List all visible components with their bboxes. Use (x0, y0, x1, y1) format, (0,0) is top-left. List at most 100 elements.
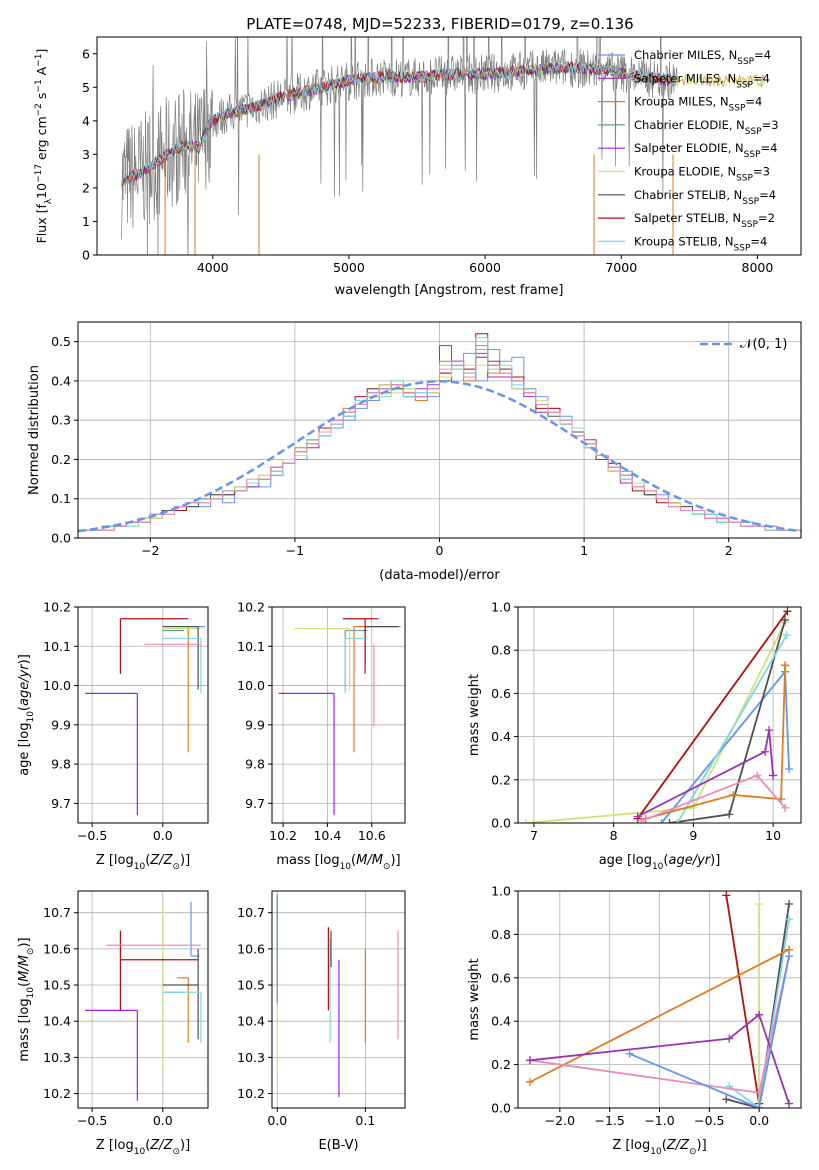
label-part: Chabrier STELIB, N (634, 188, 742, 202)
y-tick-label: 10.0 (43, 678, 71, 693)
y-tick-label: 10.2 (237, 600, 265, 615)
x-tick-label: 7 (530, 828, 538, 843)
y-tick-label: 10.2 (43, 600, 71, 615)
lines-area (521, 607, 794, 823)
label-part: ( (145, 1138, 150, 1153)
x-tick-label: −0.5 (77, 1113, 107, 1128)
label-part: Chabrier ELODIE, N (634, 118, 745, 132)
label-part: ( (145, 853, 150, 868)
marker-plus (722, 1095, 731, 1104)
x-tick-label: −0.5 (77, 828, 107, 843)
crosses-area (276, 894, 399, 1098)
label-part: SSP (744, 150, 761, 160)
crosses-area (278, 618, 401, 816)
x-tick-label: 0 (436, 543, 444, 558)
y-axis-label: Flux [fλ10−17 erg cm−2 s−1 A−1] (34, 49, 54, 244)
y-tick-label: 0.5 (51, 334, 71, 349)
y-tick-label: 10.0 (237, 678, 265, 693)
x-tick-label: 8000 (742, 260, 774, 275)
legend-entry: Chabrier ELODIE, NSSP=3 (634, 118, 779, 137)
label-part: (0, 1) (752, 337, 787, 352)
label-part: mass [log (17, 998, 32, 1061)
mass-weight-series (676, 634, 788, 823)
label-part: M/M (17, 955, 32, 982)
label-part: 10 (340, 862, 352, 872)
label-part: −1 (34, 79, 44, 92)
y-tick-label: 0.4 (491, 729, 511, 744)
marker-plus (673, 819, 682, 823)
y-tick-label: 0 (82, 248, 90, 263)
label-part: )] (710, 853, 720, 868)
marker-plus (769, 771, 778, 780)
label-part: )] (697, 1138, 707, 1153)
y-tick-label: 10.4 (237, 1014, 265, 1029)
x-axis-label: (data-model)/error (379, 568, 500, 583)
y-tick-label: 9.9 (51, 717, 71, 732)
x-tick-label: 0.0 (153, 828, 173, 843)
x-tick-label: 9 (689, 828, 697, 843)
marker-plus (781, 803, 790, 812)
y-tick-label: 10.5 (43, 978, 71, 993)
y-tick-label: 4 (82, 113, 90, 128)
marker-plus (722, 891, 731, 900)
y-tick-label: 2 (82, 180, 90, 195)
label-part: Z/Z (149, 853, 173, 868)
marker-plus (755, 1010, 764, 1019)
x-tick-label: −1.5 (594, 1113, 624, 1128)
marker-plus (783, 607, 792, 616)
y-axis-label: age [log10(age/yr)] (17, 654, 36, 776)
label-part: Chabrier MILES, N (634, 48, 737, 62)
label-part: =4 (761, 141, 778, 155)
y-tick-label: 10.3 (43, 1050, 71, 1065)
axes-frame (271, 606, 406, 824)
label-part: 10 (134, 862, 146, 872)
x-tick-label: 5000 (333, 260, 365, 275)
axes-frame (271, 890, 406, 1109)
x-tick-label: −0.5 (694, 1113, 724, 1128)
label-part: SSP (736, 174, 753, 184)
model-spectrum-line (121, 61, 677, 187)
label-part: Kroupa STELIB, N (634, 234, 734, 248)
label-part: erg cm (34, 116, 49, 164)
label-part: =4 (750, 234, 767, 248)
y-tick-label: 10.4 (43, 1014, 71, 1029)
y-axis-label: mass weight (467, 674, 482, 756)
axes-frame (517, 606, 802, 824)
y-tick-label: 10.2 (43, 1086, 71, 1101)
label-part: 10 (26, 987, 36, 999)
marker-plus (781, 615, 790, 624)
legend-entry: Chabrier MILES, NSSP=4 (634, 48, 771, 67)
mass-weight-series (726, 903, 790, 1108)
marker-plus (657, 819, 666, 823)
label-part: ⊙ (689, 1147, 697, 1157)
histogram-series (78, 349, 801, 538)
label-part: =3 (762, 118, 779, 132)
x-tick-label: −2 (141, 543, 159, 558)
y-tick-label: 10.7 (237, 905, 265, 920)
label-part: SSP (742, 197, 759, 207)
label-part: =4 (745, 95, 762, 109)
y-tick-label: 9.7 (51, 796, 71, 811)
marker-plus (785, 915, 794, 924)
label-part: age [log (599, 853, 652, 868)
x-tick-label: 10.4 (313, 828, 341, 843)
label-part: Z/Z (666, 1138, 690, 1153)
marker-plus (755, 1104, 764, 1108)
mass-weight-series (728, 919, 790, 1108)
y-tick-label: 3 (82, 147, 90, 162)
label-part: ] (34, 49, 49, 54)
marker-plus (781, 661, 790, 670)
label-part: SSP (729, 104, 746, 114)
y-axis-label: mass weight (467, 958, 482, 1040)
x-tick-label: 0.0 (267, 1113, 287, 1128)
label-part: Kroupa MILES, N (634, 95, 729, 109)
marker-plus (625, 1049, 634, 1058)
label-part: =4 (753, 71, 770, 85)
y-tick-label: 9.7 (245, 796, 265, 811)
x-axis-label: Z [log10(Z/Z⊙)] (96, 853, 190, 872)
label-part: λ (44, 198, 54, 204)
marker-plus (637, 816, 646, 823)
x-axis-label: age [log10(age/yr)] (599, 853, 721, 872)
y-tick-label: 0.0 (491, 1101, 511, 1116)
y-tick-label: 0.0 (491, 816, 511, 831)
